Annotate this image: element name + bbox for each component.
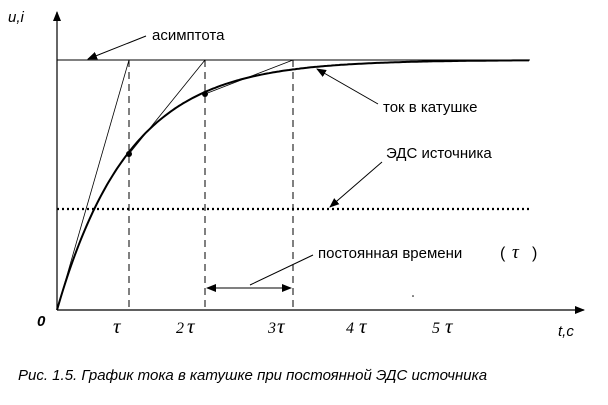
asymptote-label: асимптота	[152, 27, 225, 44]
curve-point-tau	[126, 151, 132, 157]
time-constant-close-paren: )	[532, 245, 537, 262]
figure-caption: Рис. 1.5. График тока в катушке при пост…	[18, 367, 487, 384]
x-axis-label: t,c	[558, 323, 574, 340]
emf-pointer	[329, 161, 383, 208]
emf-label: ЭДС источника	[386, 145, 492, 162]
time-constant-symbol: τ	[512, 242, 520, 263]
y-axis-label: u,i	[8, 9, 25, 26]
asymptote-pointer	[87, 35, 147, 60]
origin-label: 0	[37, 313, 46, 330]
current-curve	[56, 59, 529, 311]
current-pointer	[316, 68, 379, 105]
tick-label-tau: τ	[113, 314, 122, 338]
time-constant-pointer	[249, 254, 314, 286]
time-constant-label: постоянная времени	[318, 245, 462, 262]
tangent-line-origin	[56, 59, 130, 311]
stray-dot	[412, 295, 414, 297]
tick-label-3tau: 3τ	[267, 314, 286, 338]
current-label: ток в катушке	[383, 99, 477, 116]
time-constant-open-paren: (	[500, 245, 506, 262]
curve-point-2tau	[202, 91, 208, 97]
